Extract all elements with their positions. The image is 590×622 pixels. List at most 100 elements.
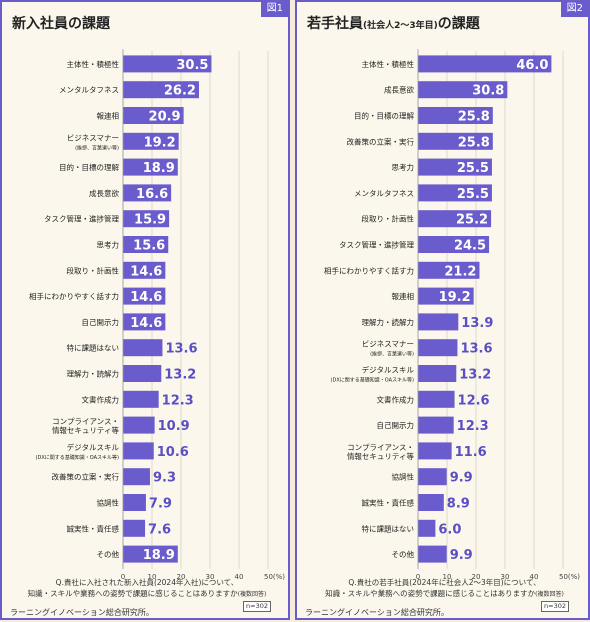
category-label: タスク管理・進捗管理 bbox=[44, 214, 119, 224]
chart-panel-young-employees: 図2 若手社員(社会人2〜3年目)の課題 0 10 20 30 40 50(%) 46.0 主… bbox=[295, 0, 590, 620]
x-tick-label: 40 bbox=[235, 573, 244, 581]
x-tick-label: 0 bbox=[416, 573, 420, 581]
bar bbox=[418, 390, 455, 408]
panel-title-main: 若手社員 bbox=[307, 16, 363, 32]
data-label: 12.3 bbox=[457, 419, 489, 434]
survey-answer-type: (複数回答) bbox=[535, 591, 564, 598]
category-label: 思考力 bbox=[392, 162, 415, 172]
bar bbox=[418, 107, 493, 124]
category-label: メンタルタフネス bbox=[354, 189, 414, 198]
bar bbox=[418, 365, 457, 382]
category-sublabel: (挨拶、言葉遣い等) bbox=[75, 144, 119, 151]
category-label: 特に課題はない bbox=[362, 523, 415, 533]
category-label: 理解力・読解力 bbox=[67, 369, 120, 379]
data-label: 7.6 bbox=[148, 522, 171, 537]
data-label: 26.2 bbox=[164, 84, 196, 99]
survey-question-note: Q.貴社の若手社員(2024年に社会人2〜3年目)について、 知識・スキルや業務… bbox=[297, 577, 590, 600]
category-sublabel: 情報セキュリティ等 bbox=[52, 425, 120, 435]
data-label: 13.2 bbox=[164, 368, 196, 383]
category-label: 目的・目標の理解 bbox=[354, 111, 414, 121]
bar bbox=[123, 416, 155, 434]
bar bbox=[123, 365, 162, 382]
category-label: 報連相 bbox=[392, 291, 415, 301]
bar bbox=[123, 313, 166, 331]
data-label: 7.9 bbox=[149, 497, 172, 512]
source-organization: ラーニングイノベーション総合研究所。 bbox=[10, 608, 154, 617]
data-label: 46.0 bbox=[516, 58, 548, 73]
data-label: 25.5 bbox=[457, 187, 489, 202]
figure-number-tag: 図2 bbox=[560, 2, 588, 17]
category-label: 協調性 bbox=[392, 472, 415, 482]
category-label: 改善策の立案・実行 bbox=[52, 472, 120, 482]
category-sublabel: (DXに関する基礎知識・OAスキル等) bbox=[36, 454, 119, 461]
bar bbox=[123, 468, 150, 486]
data-label: 12.3 bbox=[162, 393, 194, 408]
x-tick-label: 50(%) bbox=[559, 573, 580, 581]
bar bbox=[123, 494, 146, 511]
category-sublabel: 情報セキュリティ等 bbox=[347, 451, 415, 461]
data-label: 30.8 bbox=[472, 84, 504, 99]
data-label: 14.6 bbox=[130, 290, 162, 305]
source-organization: ラーニングイノベーション総合研究所。 bbox=[305, 608, 449, 617]
data-label: 25.2 bbox=[456, 213, 488, 228]
survey-question-line1: Q.貴社の若手社員(2024年に社会人2〜3年目)について、 bbox=[348, 578, 541, 587]
bar bbox=[418, 132, 493, 150]
category-label: 報連相 bbox=[97, 111, 120, 121]
category-label: タスク管理・進捗管理 bbox=[339, 240, 414, 250]
data-label: 25.5 bbox=[457, 161, 489, 176]
category-label: 思考力 bbox=[97, 240, 120, 250]
category-label: 相手にわかりやすく話す力 bbox=[29, 291, 119, 301]
data-label: 9.9 bbox=[450, 471, 473, 486]
data-label: 19.2 bbox=[439, 290, 471, 305]
category-label: デジタルスキル bbox=[67, 442, 120, 452]
data-label: 25.8 bbox=[458, 135, 490, 150]
bar bbox=[123, 261, 166, 279]
data-label: 13.9 bbox=[461, 316, 493, 331]
sample-size-label: n=302 bbox=[541, 601, 569, 612]
category-label: 段取り・計画性 bbox=[67, 265, 120, 275]
bar bbox=[418, 55, 552, 73]
category-label: その他 bbox=[392, 549, 415, 559]
data-label: 10.6 bbox=[157, 445, 189, 460]
data-label: 9.3 bbox=[153, 471, 176, 486]
panel-title-small: (社会人2〜3年目) bbox=[363, 21, 438, 31]
category-label: ビジネスマナー bbox=[67, 133, 119, 142]
data-label: 12.6 bbox=[458, 393, 490, 408]
x-tick-label: 10 bbox=[148, 573, 157, 581]
data-label: 9.9 bbox=[450, 548, 473, 563]
category-label: 成長意欲 bbox=[89, 188, 119, 198]
bar bbox=[418, 261, 480, 279]
figure-number-tag: 図1 bbox=[260, 2, 288, 17]
category-label: 段取り・計画性 bbox=[362, 214, 415, 224]
bar bbox=[123, 158, 178, 176]
x-tick-label: 10 bbox=[443, 573, 452, 581]
survey-question-line1: Q.貴社に入社された新入社員(2024年入社)について、 bbox=[55, 578, 239, 587]
category-label: 理解力・読解力 bbox=[362, 317, 415, 327]
data-label: 16.6 bbox=[136, 187, 168, 202]
x-tick-label: 20 bbox=[472, 573, 481, 581]
bar bbox=[418, 158, 492, 176]
category-label: 文書作成力 bbox=[82, 394, 120, 404]
bar bbox=[123, 287, 166, 305]
survey-question-line2: 知識・スキルや業務への姿勢で課題に感じることはありますか bbox=[27, 589, 238, 598]
category-label: 誠実性・責任感 bbox=[362, 498, 415, 508]
data-label: 8.9 bbox=[447, 497, 470, 512]
sample-size-label: n=302 bbox=[243, 601, 271, 612]
data-label: 15.9 bbox=[134, 213, 166, 228]
x-tick-label: 40 bbox=[530, 573, 539, 581]
category-label: 協調性 bbox=[97, 498, 120, 508]
bar bbox=[123, 81, 199, 99]
category-label: コンプライアンス・ bbox=[52, 417, 119, 426]
data-label: 24.5 bbox=[454, 239, 486, 254]
data-label: 25.8 bbox=[458, 110, 490, 125]
survey-answer-type: (複数回答) bbox=[237, 591, 267, 598]
category-label: ビジネスマナー bbox=[362, 340, 414, 349]
data-label: 30.5 bbox=[176, 58, 208, 73]
bar bbox=[123, 55, 212, 73]
data-label: 13.6 bbox=[460, 342, 492, 357]
bar bbox=[418, 545, 447, 563]
category-label: 成長意欲 bbox=[384, 85, 414, 95]
data-label: 15.6 bbox=[133, 239, 165, 254]
x-tick-label: 30 bbox=[206, 573, 215, 581]
x-tick-label: 30 bbox=[501, 573, 510, 581]
